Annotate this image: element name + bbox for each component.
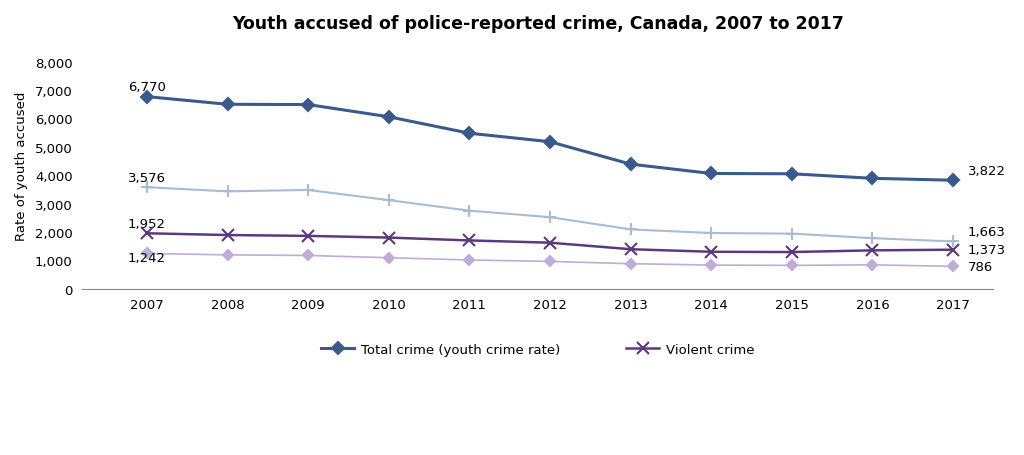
Total crime (youth crime rate) [463, 131, 475, 136]
Total crime (youth crime rate) [383, 115, 395, 120]
Total crime (youth crime rate) [302, 103, 314, 108]
Violent crime [544, 240, 556, 246]
Legend: Total crime (youth crime rate), Violent crime: Total crime (youth crime rate), Violent … [316, 338, 760, 361]
Text: 3,576: 3,576 [128, 172, 166, 184]
Violent crime [866, 248, 879, 253]
Violent crime [625, 247, 637, 253]
Text: 6,770: 6,770 [128, 81, 166, 94]
Total crime (youth crime rate) [706, 172, 718, 177]
Violent crime [383, 235, 395, 241]
Violent crime [785, 250, 798, 255]
Text: 1,242: 1,242 [128, 252, 166, 265]
Total crime (youth crime rate) [625, 162, 637, 167]
Violent crime [140, 231, 153, 237]
Violent crime [221, 233, 233, 238]
Y-axis label: Rate of youth accused: Rate of youth accused [15, 91, 28, 240]
Total crime (youth crime rate) [785, 172, 798, 177]
Total crime (youth crime rate) [544, 140, 556, 145]
Line: Total crime (youth crime rate): Total crime (youth crime rate) [142, 93, 957, 185]
Line: Violent crime: Violent crime [141, 228, 958, 258]
Text: 1,373: 1,373 [968, 244, 1006, 257]
Text: 786: 786 [968, 261, 993, 274]
Text: 3,822: 3,822 [968, 164, 1006, 177]
Total crime (youth crime rate) [947, 178, 959, 183]
Total crime (youth crime rate) [866, 176, 879, 182]
Title: Youth accused of police-reported crime, Canada, 2007 to 2017: Youth accused of police-reported crime, … [232, 15, 844, 33]
Violent crime [463, 238, 475, 243]
Violent crime [302, 233, 314, 239]
Text: 1,663: 1,663 [968, 226, 1006, 238]
Violent crime [706, 249, 718, 255]
Total crime (youth crime rate) [140, 95, 153, 100]
Total crime (youth crime rate) [221, 102, 233, 108]
Violent crime [947, 248, 959, 253]
Text: 1,952: 1,952 [128, 217, 166, 230]
